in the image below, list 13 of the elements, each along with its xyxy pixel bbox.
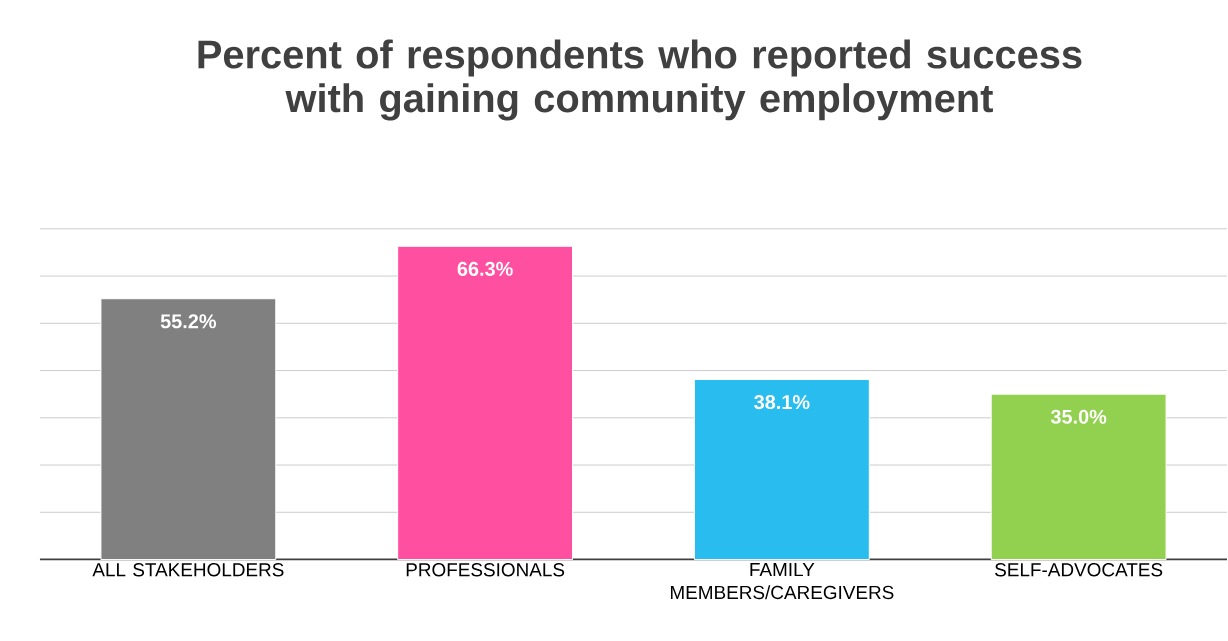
bar	[990, 393, 1167, 560]
data-label: 35.0%	[1050, 409, 1107, 424]
bar	[100, 298, 277, 560]
data-label: 38.1%	[754, 394, 810, 409]
data-label: 66.3%	[457, 261, 513, 276]
x-tick-label: FAMILY MEMBERS/CAREGIVERS	[670, 562, 894, 599]
x-tick-label: SELF-ADVOCATES	[995, 562, 1163, 577]
x-tick-label: PROFESSIONALS	[406, 562, 565, 577]
data-label: 55.2%	[160, 314, 217, 329]
chart-title: Percent of respondents who reported success with gaining community employment	[198, 39, 1082, 121]
bar	[693, 378, 870, 560]
x-tick-label: ALL STAKEHOLDERS	[92, 562, 284, 577]
bar	[397, 245, 574, 560]
